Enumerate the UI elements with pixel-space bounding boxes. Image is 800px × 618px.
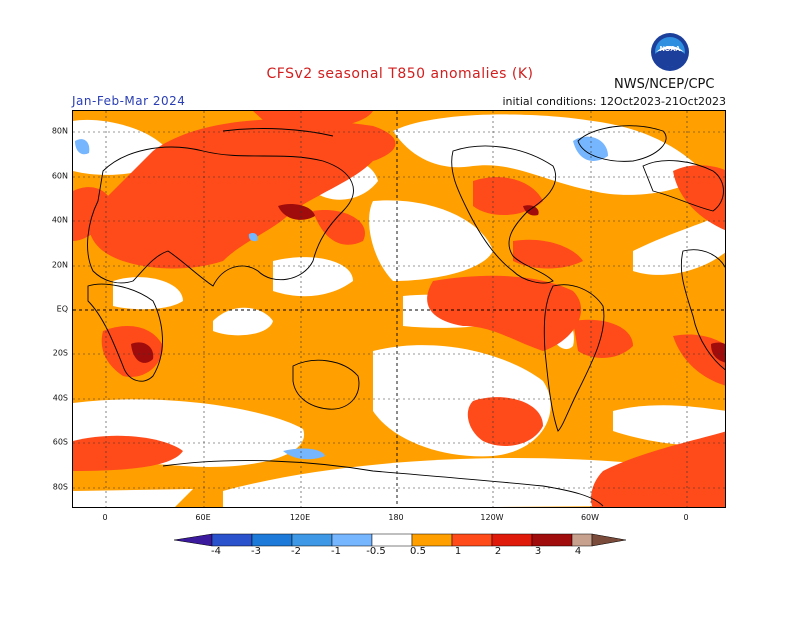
legend-tick-2: 2	[494, 546, 502, 557]
legend-tick-05: 0.5	[410, 546, 426, 557]
organization-label: NWS/NCEP/CPC	[614, 77, 715, 92]
legend-swatch-neg4-neg3	[211, 533, 253, 547]
cool-anomaly-regions	[75, 136, 608, 460]
lon-label-60e: 60E	[195, 513, 211, 522]
map-title: CFSv2 seasonal T850 anomalies (K)	[266, 66, 534, 82]
lat-label-40n: 40N	[51, 215, 68, 225]
anomaly-map	[72, 110, 726, 508]
legend-tick-neg4: -4	[211, 546, 221, 557]
lat-label-eq: EQ	[56, 304, 68, 314]
legend-tick-neg2: -2	[291, 546, 301, 557]
legend-swatch-below-neg4	[174, 533, 213, 547]
color-legend	[174, 533, 626, 547]
legend-tick-1: 1	[454, 546, 462, 557]
lon-label-0-east: 0	[683, 513, 689, 522]
lon-label-120e: 120E	[289, 513, 311, 522]
legend-swatch-1-2	[451, 533, 493, 547]
lat-label-20s: 20S	[52, 348, 68, 358]
lat-label-40s: 40S	[52, 393, 68, 403]
legend-swatch-above-4	[591, 533, 626, 547]
legend-swatch-2-3	[491, 533, 533, 547]
legend-swatch-neg2-neg1	[291, 533, 333, 547]
legend-swatch-neutral	[371, 533, 413, 547]
lat-label-20n: 20N	[51, 260, 68, 270]
lon-label-120w: 120W	[480, 513, 504, 522]
lat-label-80n: 80N	[51, 126, 68, 136]
noaa-logo-icon: NOAA	[651, 33, 689, 71]
logo-text: NOAA	[660, 46, 681, 53]
legend-swatch-neg1-neg05	[331, 533, 373, 547]
graticule	[73, 111, 725, 507]
legend-swatch-neg3-neg2	[251, 533, 293, 547]
lon-label-180: 180	[388, 513, 404, 522]
lon-label-60w: 60W	[580, 513, 600, 522]
legend-swatch-3-4	[531, 533, 573, 547]
legend-swatch-4-plus	[571, 533, 593, 547]
initial-conditions-label: initial conditions: 12Oct2023-21Oct2023	[502, 95, 726, 108]
legend-tick-neg3: -3	[251, 546, 261, 557]
season-label: Jan-Feb-Mar 2024	[72, 94, 186, 108]
lon-label-0: 0	[102, 513, 108, 522]
legend-tick-3: 3	[534, 546, 542, 557]
legend-tick-neg05: -0.5	[366, 546, 386, 557]
anomaly-map-canvas	[73, 111, 725, 507]
lat-label-80s: 80S	[52, 482, 68, 492]
legend-tick-neg1: -1	[331, 546, 341, 557]
warm-anomaly-2-to-3	[131, 204, 725, 363]
lat-label-60s: 60S	[52, 437, 68, 447]
legend-tick-4: 4	[574, 546, 582, 557]
reference-lines	[73, 111, 725, 507]
legend-swatch-05-1	[411, 533, 453, 547]
lat-label-60n: 60N	[51, 171, 68, 181]
